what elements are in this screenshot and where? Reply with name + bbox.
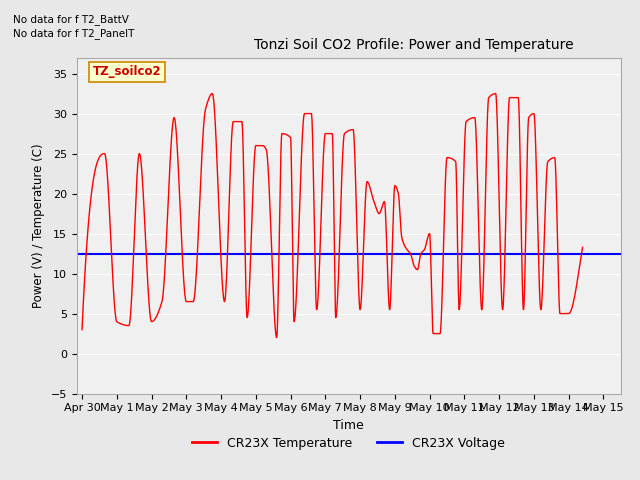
Title: Tonzi Soil CO2 Profile: Power and Temperature: Tonzi Soil CO2 Profile: Power and Temper… [254,38,574,52]
Legend: CR23X Temperature, CR23X Voltage: CR23X Temperature, CR23X Voltage [188,432,510,455]
Y-axis label: Power (V) / Temperature (C): Power (V) / Temperature (C) [32,144,45,308]
Text: TZ_soilco2: TZ_soilco2 [92,65,161,78]
Text: No data for f T2_BattV: No data for f T2_BattV [13,13,129,24]
X-axis label: Time: Time [333,419,364,432]
Text: No data for f T2_PanelT: No data for f T2_PanelT [13,28,134,39]
